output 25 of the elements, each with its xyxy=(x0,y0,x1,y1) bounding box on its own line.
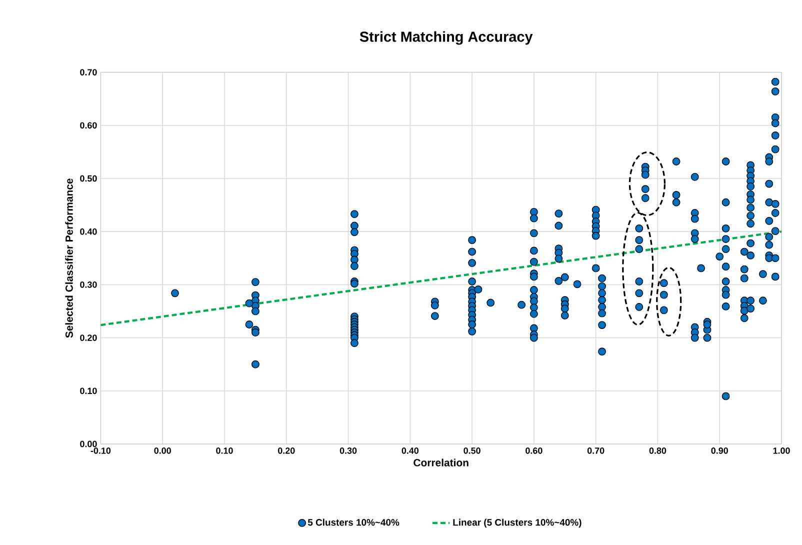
y-tick-label: 0.60 xyxy=(80,122,97,129)
x-tick-label: 0.40 xyxy=(402,448,419,454)
y-tick-label: 0.00 xyxy=(80,440,97,448)
x-tick-label: 0.90 xyxy=(711,448,728,454)
x-tick-label: -0.10 xyxy=(90,448,111,454)
x-tick-label: 0.00 xyxy=(154,448,171,454)
y-tick-label: 0.40 xyxy=(80,228,97,235)
y-tick-label: 0.10 xyxy=(80,388,97,394)
legend-label: Linear (5 Clusters 10%~40%) xyxy=(453,518,582,528)
y-axis-title: Selected Classifier Performance xyxy=(65,178,73,338)
x-tick-label: 0.60 xyxy=(526,448,542,454)
legend-label: 5 Clusters 10%~40% xyxy=(308,518,400,526)
x-axis-title: Correlation xyxy=(414,458,468,466)
x-tick-label: 0.20 xyxy=(278,448,295,454)
x-tick-label: 1.00 xyxy=(773,448,790,454)
y-tick-label: 0.50 xyxy=(80,175,97,182)
x-tick-label: 0.50 xyxy=(464,448,480,454)
x-tick-label: 0.10 xyxy=(216,448,233,454)
y-tick-label: 0.20 xyxy=(80,334,97,341)
chart-title: Strict Matching Accuracy xyxy=(360,31,533,45)
y-tick-label: 0.30 xyxy=(80,282,97,288)
x-tick-label: 0.30 xyxy=(340,448,357,454)
y-tick-label: 0.70 xyxy=(80,69,97,76)
x-tick-label: 0.80 xyxy=(649,448,666,454)
x-tick-label: 0.70 xyxy=(587,448,604,454)
